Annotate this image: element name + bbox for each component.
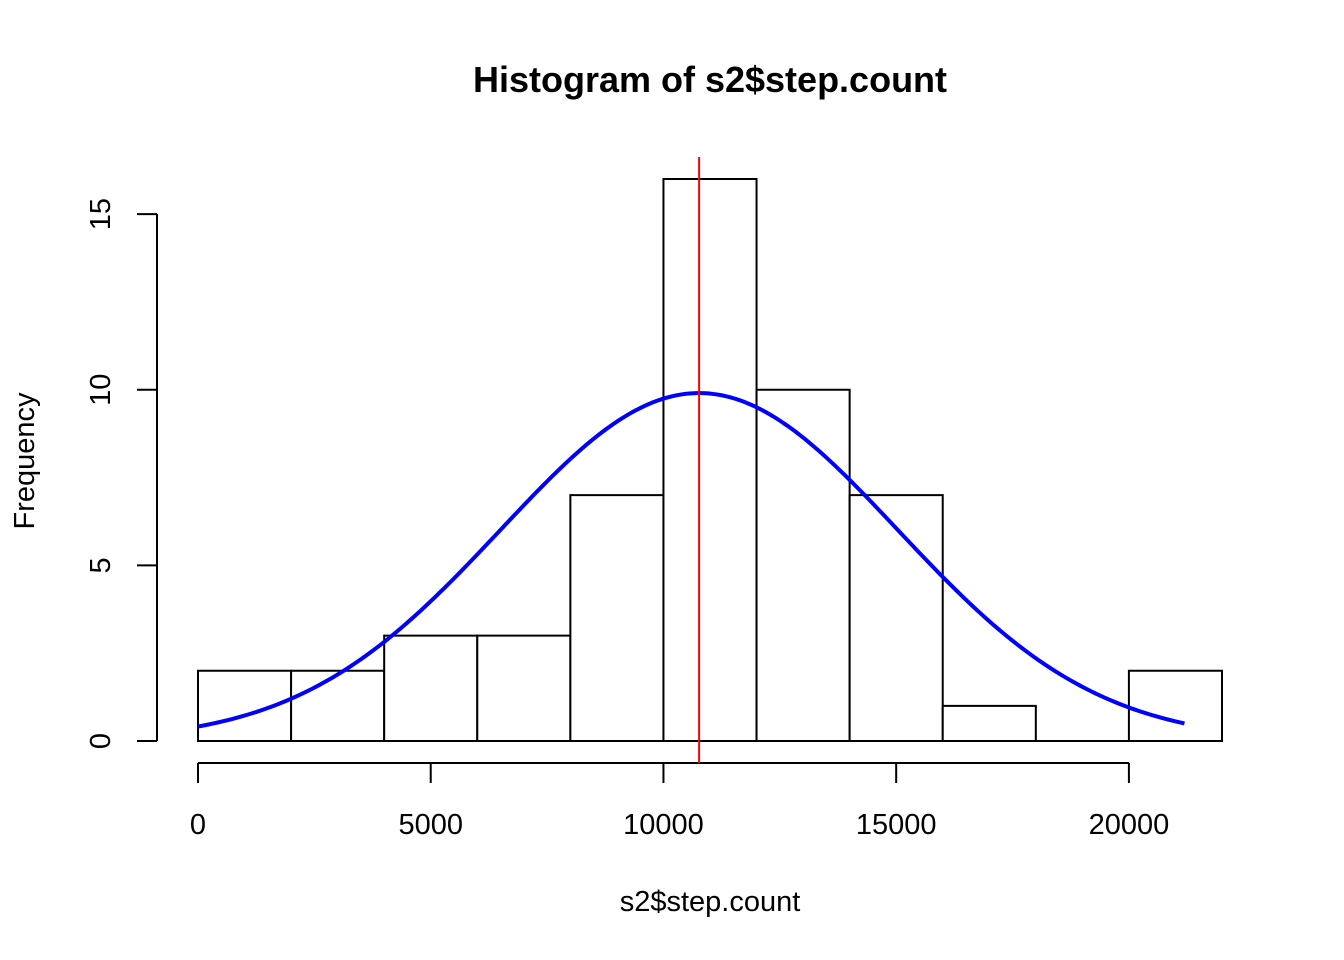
x-tick-label-0: 0 [190,809,206,841]
overlays [197,157,1185,763]
histogram-bar-2 [383,634,479,742]
histogram-bar-8 [941,704,1037,742]
y-tick-label-0: 0 [85,733,117,749]
histogram-bar-4 [569,494,665,742]
x-axis-label: s2$step.count [620,886,801,918]
histogram-bar-7 [848,494,944,742]
x-tick-label-1: 5000 [398,809,463,841]
chart-title: Histogram of s2$step.count [473,59,947,100]
histogram-bars [197,178,1223,742]
x-tick-label-3: 15000 [856,809,937,841]
histogram-bar-1 [290,669,386,742]
x-axis: 0 5000 10000 15000 20000 [190,762,1170,841]
x-tick-label-4: 20000 [1089,809,1170,841]
histogram-bar-5 [662,178,758,742]
histogram-bar-10 [1127,669,1223,742]
y-axis: 0 5 10 15 [85,198,158,749]
histogram-bar-3 [476,634,572,742]
y-axis-label: Frequency [9,392,41,530]
y-tick-label-2: 10 [85,374,117,406]
y-tick-label-3: 15 [85,198,117,230]
y-tick-label-1: 5 [85,557,117,573]
normal-density-curve [197,391,1185,729]
x-tick-label-2: 10000 [623,809,704,841]
histogram-bar-6 [755,388,851,742]
